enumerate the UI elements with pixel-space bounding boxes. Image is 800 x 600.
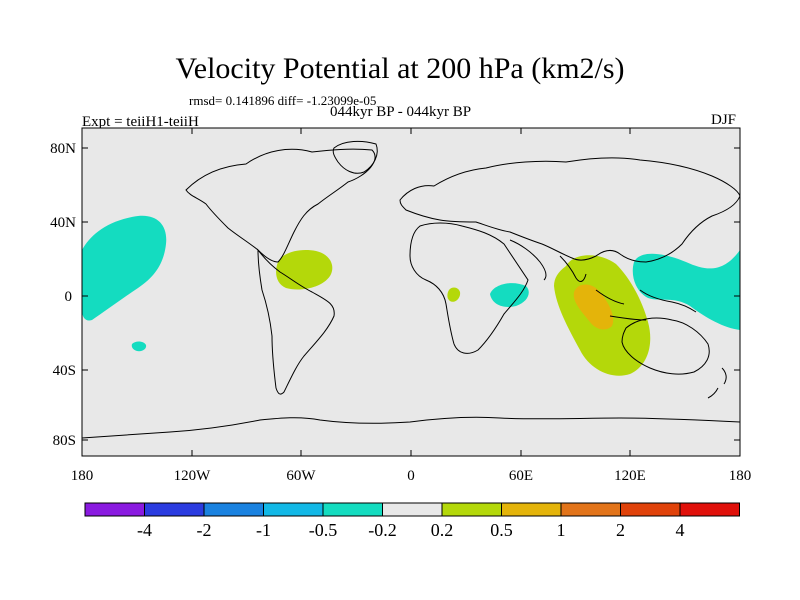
map-title: Velocity Potential at 200 hPa (km2/s) [175,52,625,85]
africa-positive-patch [447,287,461,302]
colorbar-labels: -4 -2 -1 -0.5 -0.2 0.2 0.5 1 2 4 [137,520,685,540]
lon-label-60w: 60W [286,468,316,484]
lon-label-180w: 180 [71,468,94,484]
lon-label-180e: 180 [729,468,752,484]
shading-layer [82,215,740,376]
colorbar-swatch [263,502,324,517]
pacific-negative-region [82,215,167,321]
colorbar-label: 0.2 [431,520,454,540]
lat-label-40s: 40S [53,363,76,379]
new-zealand-coast [707,367,727,399]
coastlines [81,140,741,439]
colorbar-label: -0.2 [368,520,397,540]
colorbar-swatch [560,502,621,517]
eurasia-coast [399,157,741,263]
colorbar-label: -0.5 [309,520,338,540]
stats-label: rmsd= 0.141896 diff= -1.23099e-05 [189,93,377,108]
tick-marks [81,128,741,456]
africa-coast [409,222,529,354]
season-label: DJF [711,112,737,128]
colorbar-label: -4 [137,520,152,540]
colorbar-swatch [441,502,502,517]
lat-label-80n: 80N [50,141,76,157]
lat-label-40n: 40N [50,215,76,231]
australia-coast [621,317,710,375]
lat-label-80s: 80S [53,433,76,449]
lon-label-120e: 120E [614,468,646,484]
colorbar-swatch [620,502,681,517]
lon-label-60e: 60E [509,468,533,484]
colorbar-swatch [679,502,740,517]
lon-label-120w: 120W [174,468,212,484]
colorbar-label: 0.5 [490,520,513,540]
colorbar-label: 2 [616,520,625,540]
caribbean-positive-region [276,250,333,290]
colorbar-swatch [84,502,145,517]
colorbar-swatch [203,502,264,517]
colorbar-swatch [382,502,443,517]
lat-label-0: 0 [65,289,73,305]
antarctica-coast [81,416,741,439]
experiment-label: Expt = teiiH1-teiiH [82,114,199,130]
greenland-coast [332,140,378,174]
colorbar-swatch [322,502,383,517]
south-asia-coast [509,239,587,282]
colorbar-swatch [501,502,562,517]
colorbar-label: 4 [676,520,685,540]
indian-ocean-core-region [573,284,614,330]
small-negative-patch [131,341,147,352]
colorbar-label: 1 [557,520,566,540]
colorbar-swatch [144,502,205,517]
south-america-coast [257,248,335,395]
colorbar [84,502,740,517]
westpacific-negative-region [632,250,740,330]
colorbar-label: -1 [256,520,271,540]
eastafrica-negative-region [490,283,529,307]
period-label: 044kyr BP - 044kyr BP [330,104,472,120]
colorbar-label: -2 [197,520,212,540]
lon-label-0: 0 [407,468,415,484]
north-america-coast [185,148,376,263]
